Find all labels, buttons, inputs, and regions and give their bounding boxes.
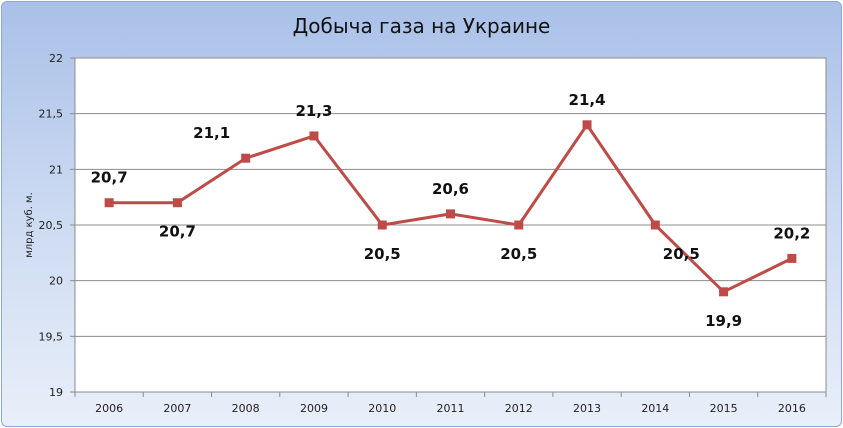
- y-tick-label: 19,5: [39, 330, 64, 343]
- x-tick-label: 2006: [95, 402, 123, 415]
- x-tick-label: 2015: [710, 402, 738, 415]
- data-label: 21,4: [569, 91, 606, 109]
- x-tick-label: 2007: [163, 402, 191, 415]
- y-tick-label: 20: [49, 275, 63, 288]
- x-tick-label: 2009: [300, 402, 328, 415]
- y-tick-label: 21: [49, 163, 63, 176]
- grid-layer: [75, 57, 826, 393]
- y-tick-label: 21,5: [39, 108, 64, 121]
- data-point-marker: [446, 209, 455, 219]
- x-tick-label: 2014: [641, 402, 669, 415]
- label-layer: 20,7 20,7 21,1 21,3 20,5 20,6 20,5 21,4 20,5 19,9…: [91, 91, 811, 330]
- chart-title: Добыча газа на Украине: [292, 14, 551, 38]
- data-label: 20,5: [364, 245, 401, 263]
- x-tick-label: 2011: [437, 402, 465, 415]
- x-tick-label: 2012: [505, 402, 533, 415]
- data-label: 20,5: [500, 245, 537, 263]
- axis-layer: 19 19,5 20 20,5 21 21,5 22 2006 2007 2008 2009 2010…: [39, 52, 827, 415]
- data-point-marker: [104, 198, 114, 208]
- data-label: 20,2: [773, 224, 810, 242]
- x-tick-label: 2013: [573, 402, 601, 415]
- data-label: 20,7: [159, 223, 196, 241]
- x-tick-label: 2016: [778, 402, 806, 415]
- y-tick-label: 20,5: [39, 219, 64, 232]
- data-label: 21,1: [193, 124, 230, 142]
- x-tick-label: 2008: [232, 402, 260, 415]
- data-point-marker: [241, 153, 251, 163]
- data-label: 20,7: [91, 169, 128, 187]
- y-tick-label: 19: [49, 386, 63, 399]
- series-layer: [104, 120, 797, 297]
- data-point-marker: [514, 220, 524, 230]
- data-point-marker: [309, 131, 319, 141]
- data-label: 20,5: [663, 245, 700, 263]
- data-point-marker: [650, 220, 660, 230]
- y-tick-label: 22: [49, 52, 63, 65]
- data-point-marker: [377, 220, 387, 230]
- x-tick-label: 2010: [368, 402, 396, 415]
- y-axis-title: млрд куб. м.: [24, 192, 35, 258]
- data-label: 19,9: [705, 312, 742, 330]
- data-point-marker: [172, 198, 182, 208]
- data-point-marker: [787, 253, 797, 263]
- data-point-marker: [582, 120, 592, 130]
- data-point-marker: [719, 287, 729, 297]
- data-label: 20,6: [432, 180, 469, 198]
- data-label: 21,3: [295, 102, 332, 120]
